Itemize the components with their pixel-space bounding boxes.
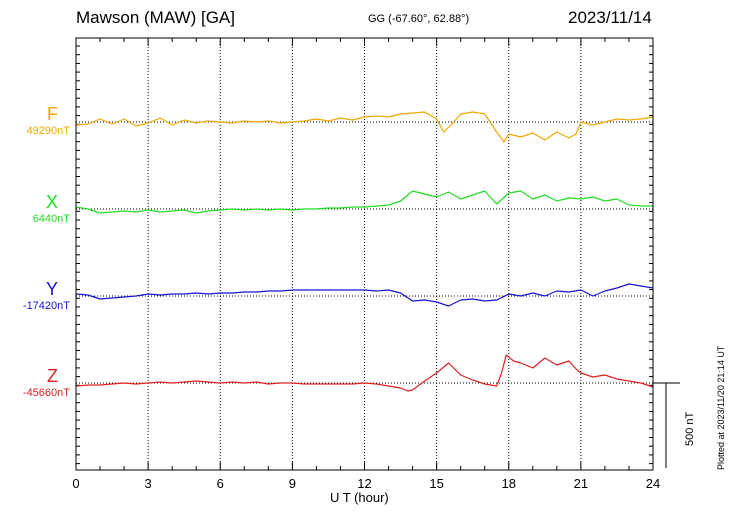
x-ticks: 0 3 6 9 12 15 18 21 24 — [72, 476, 660, 491]
x-tick-label-9: 9 — [289, 476, 296, 491]
component-letter: Z — [47, 366, 58, 386]
series-lines — [75, 111, 654, 392]
component-letter: X — [45, 192, 58, 212]
x-tick-label-21: 21 — [574, 476, 588, 491]
x-tick-label-18: 18 — [502, 476, 516, 491]
component-baseline: 6440nT — [32, 213, 70, 225]
plot-date: 2023/11/14 — [568, 8, 652, 27]
component-label-y: Y -17420nT — [0, 279, 70, 312]
x-tick-label-3: 3 — [145, 476, 152, 491]
scale-bar — [653, 382, 680, 468]
component-letter: Y — [45, 279, 58, 299]
scale-bar-label: 500 nT — [684, 411, 696, 446]
station-coords: GG (-67.60°, 62.88°) — [368, 13, 470, 25]
plotted-note: Plotted at 2023/11/20 21:14 UT — [716, 345, 726, 470]
component-baseline: -17420nT — [22, 300, 70, 312]
component-label-x: X 6440nT — [0, 192, 70, 225]
grid — [75, 38, 654, 470]
x-tick-label-15: 15 — [429, 476, 443, 491]
series-line-f — [75, 111, 654, 143]
series-line-y — [75, 283, 654, 307]
x-tick-label-0: 0 — [72, 476, 79, 491]
x-tick-label-6: 6 — [217, 476, 224, 491]
component-baseline: 49290nT — [26, 125, 70, 137]
component-label-f: F 49290nT — [0, 104, 70, 137]
x-tick-label-12: 12 — [357, 476, 371, 491]
plot-frame — [75, 37, 654, 471]
x-axis-label: U T (hour) — [330, 490, 389, 505]
x-tick-label-24: 24 — [646, 476, 660, 491]
component-baseline: -45660nT — [22, 387, 70, 399]
series-line-z — [75, 354, 654, 392]
component-letter: F — [47, 104, 58, 124]
component-label-z: Z -45660nT — [0, 366, 70, 399]
station-title: Mawson (MAW) [GA] — [76, 8, 235, 27]
series-line-x — [75, 190, 653, 214]
